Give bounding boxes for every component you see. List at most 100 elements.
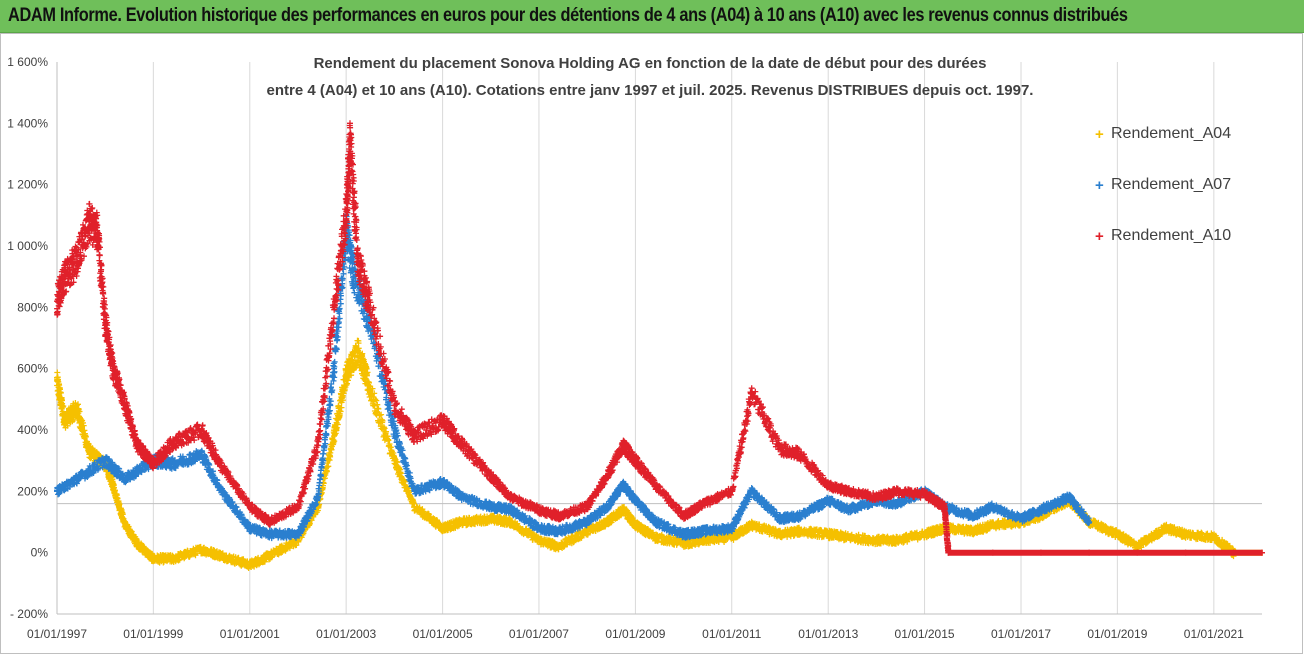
data-point xyxy=(487,515,494,522)
data-point xyxy=(825,531,832,538)
data-point xyxy=(122,476,129,483)
data-point xyxy=(796,512,803,519)
data-point xyxy=(555,543,562,550)
data-point xyxy=(584,528,591,535)
data-point xyxy=(604,519,611,525)
axes xyxy=(56,62,1262,615)
data-point xyxy=(921,531,928,538)
report-header: ADAM Informe. Evolution historique des p… xyxy=(0,0,1304,33)
data-point xyxy=(989,522,996,529)
data-point xyxy=(584,519,591,525)
x-tick-label: 01/01/2019 xyxy=(1087,627,1147,641)
data-point xyxy=(845,534,852,541)
data-point xyxy=(61,273,68,280)
data-point xyxy=(728,525,735,532)
data-point xyxy=(748,488,755,495)
chart-frame xyxy=(0,33,1303,654)
data-point xyxy=(331,304,338,311)
data-point xyxy=(331,365,338,372)
data-point xyxy=(1037,506,1044,513)
x-tick-label: 01/01/2021 xyxy=(1184,627,1244,641)
data-point xyxy=(246,503,253,510)
data-point xyxy=(776,531,783,538)
data-point xyxy=(266,552,273,559)
data-point xyxy=(700,500,707,507)
data-point xyxy=(507,506,514,513)
data-point xyxy=(535,525,542,532)
data-point xyxy=(776,445,783,452)
y-tick-label: 600% xyxy=(17,362,48,376)
data-point xyxy=(459,519,466,525)
data-point xyxy=(748,390,755,397)
report-title: ADAM Informe. Evolution historique des p… xyxy=(8,5,1128,26)
legend-label-a04: Rendement_A04 xyxy=(1111,125,1232,142)
data-point xyxy=(170,555,177,562)
data-point xyxy=(825,482,832,489)
x-tick-label: 01/01/2015 xyxy=(895,627,955,641)
data-point xyxy=(198,427,205,433)
data-point xyxy=(700,528,707,535)
series-rendement-a10 xyxy=(54,120,1265,556)
data-point xyxy=(728,488,735,495)
data-point xyxy=(73,405,80,412)
data-point xyxy=(652,534,659,541)
data-point xyxy=(845,488,852,495)
data-point xyxy=(604,503,611,510)
y-tick-label: 1 200% xyxy=(7,178,48,192)
data-point xyxy=(54,298,60,305)
data-point xyxy=(1066,494,1073,501)
data-point xyxy=(218,552,225,559)
data-point xyxy=(86,448,93,455)
data-point xyxy=(1114,531,1121,538)
data-point xyxy=(122,522,129,529)
data-point xyxy=(796,451,803,458)
data-point xyxy=(652,519,659,525)
y-tick-label: - 200% xyxy=(10,607,48,621)
data-point xyxy=(54,488,60,495)
data-point xyxy=(555,512,562,519)
data-point xyxy=(1134,543,1141,550)
data-point xyxy=(343,212,350,219)
legend-marker-a07: + xyxy=(1095,177,1104,194)
data-point xyxy=(555,528,562,535)
data-point xyxy=(873,494,880,501)
data-point xyxy=(873,537,880,544)
data-point xyxy=(439,479,446,486)
data-point xyxy=(1037,549,1044,556)
data-point xyxy=(459,442,466,449)
data-point xyxy=(1259,549,1265,556)
legend-marker-a04: + xyxy=(1095,126,1104,143)
data-point xyxy=(102,457,109,464)
data-point xyxy=(584,503,591,510)
data-point xyxy=(246,525,253,532)
data-point xyxy=(314,494,321,501)
data-point xyxy=(198,451,205,458)
y-tick-label: 800% xyxy=(17,300,48,314)
data-point xyxy=(122,402,129,409)
data-point xyxy=(632,522,639,529)
data-point xyxy=(355,347,362,354)
data-point xyxy=(411,433,418,440)
grid-lines xyxy=(56,62,1215,614)
data-point xyxy=(218,463,225,470)
tick-labels: 01/01/1997 01/01/1999 01/01/2001 01/01/2003… xyxy=(7,55,1244,641)
data-point xyxy=(535,506,542,513)
y-tick-label: 0% xyxy=(31,546,49,560)
y-tick-label: 1 000% xyxy=(7,239,48,253)
data-point xyxy=(796,528,803,535)
data-point xyxy=(439,525,446,532)
series-markers xyxy=(54,211,1093,542)
y-tick-label: 200% xyxy=(17,484,48,498)
data-point xyxy=(61,417,68,424)
legend-marker-a10: + xyxy=(1095,228,1104,245)
data-point xyxy=(109,482,116,489)
data-point xyxy=(989,503,996,510)
data-point xyxy=(728,534,735,541)
x-tick-label: 01/01/2005 xyxy=(413,627,473,641)
data-point xyxy=(266,531,273,538)
x-tick-label: 01/01/2003 xyxy=(316,627,376,641)
x-tick-label: 01/01/2013 xyxy=(798,627,858,641)
data-point xyxy=(487,503,494,510)
data-point xyxy=(535,537,542,544)
data-point xyxy=(170,460,177,467)
